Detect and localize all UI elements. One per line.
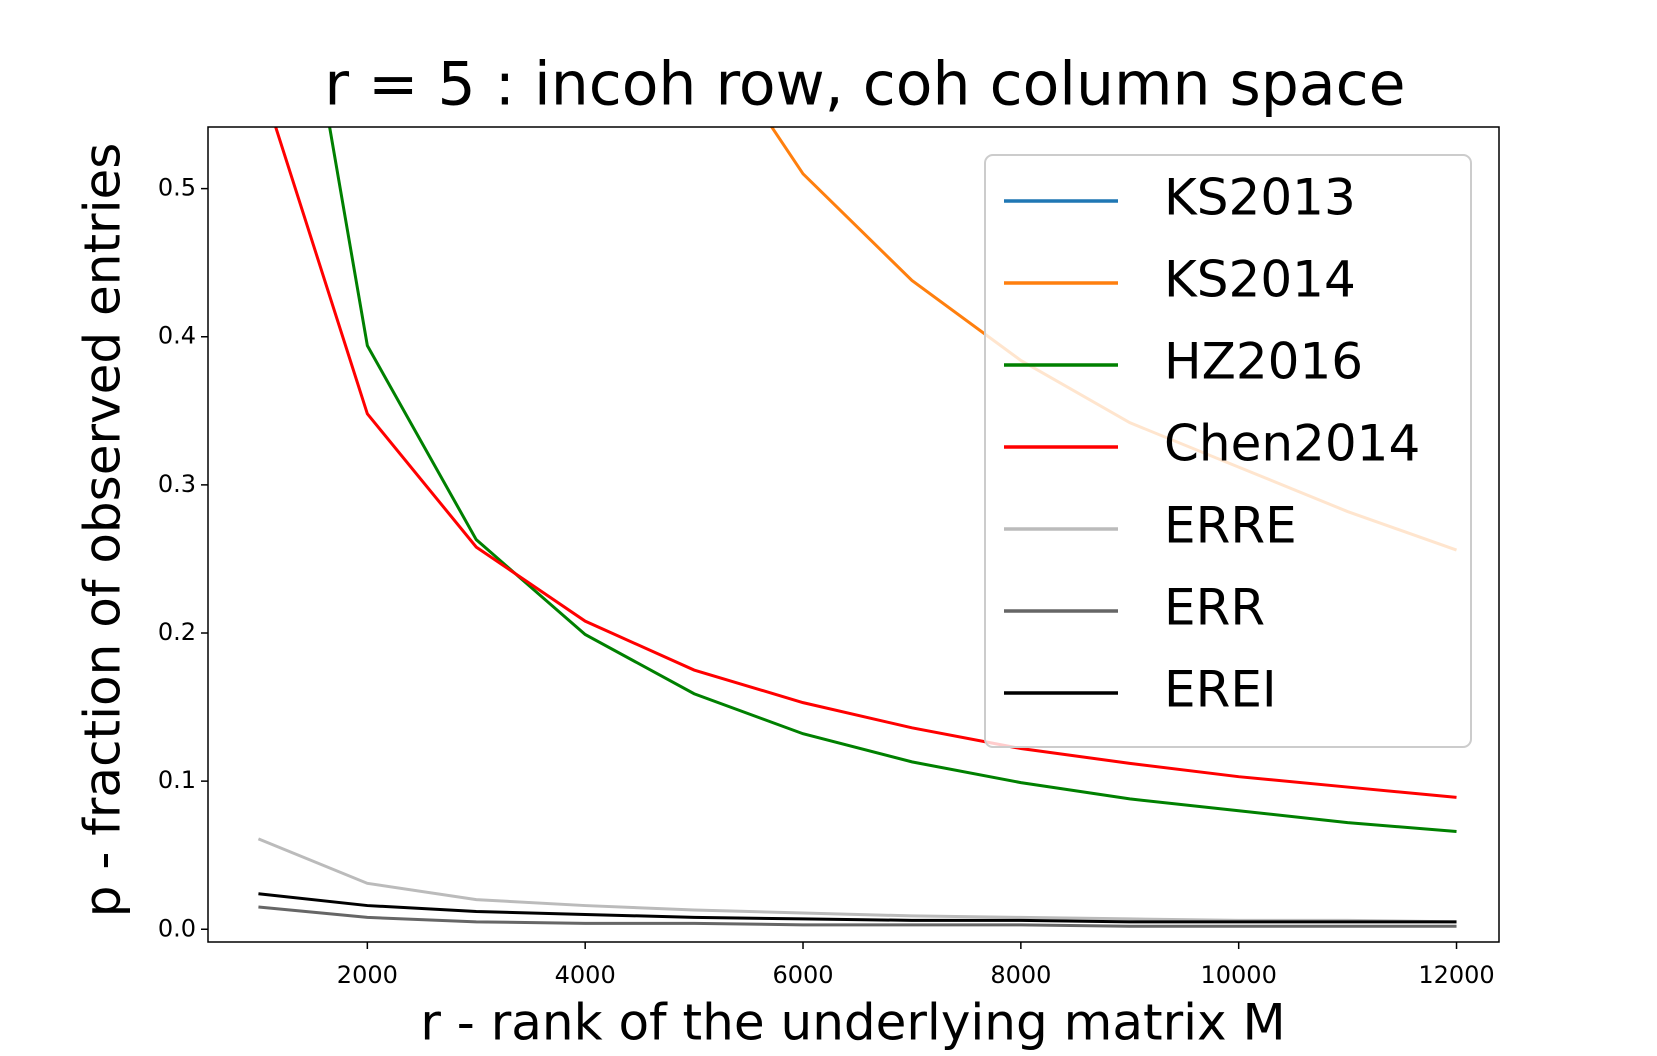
plot-frame (207, 126, 1500, 943)
y-tick-label: 0.4 (158, 322, 196, 350)
series-line (328, 127, 1457, 833)
series-line (258, 892, 1457, 924)
y-tick-label: 0.1 (158, 766, 196, 794)
x-tick-label: 4000 (555, 961, 616, 989)
y-tick-label: 0.5 (158, 174, 196, 202)
legend-label: KS2014 (1164, 251, 1356, 309)
plot-lines (257, 127, 1458, 928)
x-axis-label: r - rank of the underlying matrix M (420, 994, 1285, 1052)
y-tick-label: 0.3 (158, 470, 196, 498)
legend-label: ERRE (1164, 497, 1297, 555)
legend-label: EREI (1164, 661, 1277, 719)
legend-label: KS2013 (1164, 169, 1356, 227)
y-tick-label: 0.0 (158, 914, 196, 942)
x-tick-label: 12000 (1418, 961, 1494, 989)
series-line (258, 905, 1457, 928)
legend-label: Chen2014 (1164, 415, 1420, 473)
legend-box (984, 154, 1472, 748)
legend-label: ERR (1164, 579, 1265, 637)
x-tick-label: 8000 (990, 961, 1051, 989)
x-tick-label: 6000 (772, 961, 833, 989)
series-line (274, 127, 1457, 799)
legend-label: HZ2016 (1164, 333, 1363, 391)
y-axis-label: p - fraction of observed entries (74, 143, 132, 918)
y-tick-label: 0.2 (158, 618, 196, 646)
x-tick-label: 10000 (1201, 961, 1277, 989)
x-tick-label: 2000 (337, 961, 398, 989)
chart-title: r = 5 : incoh row, coh column space (324, 50, 1405, 120)
